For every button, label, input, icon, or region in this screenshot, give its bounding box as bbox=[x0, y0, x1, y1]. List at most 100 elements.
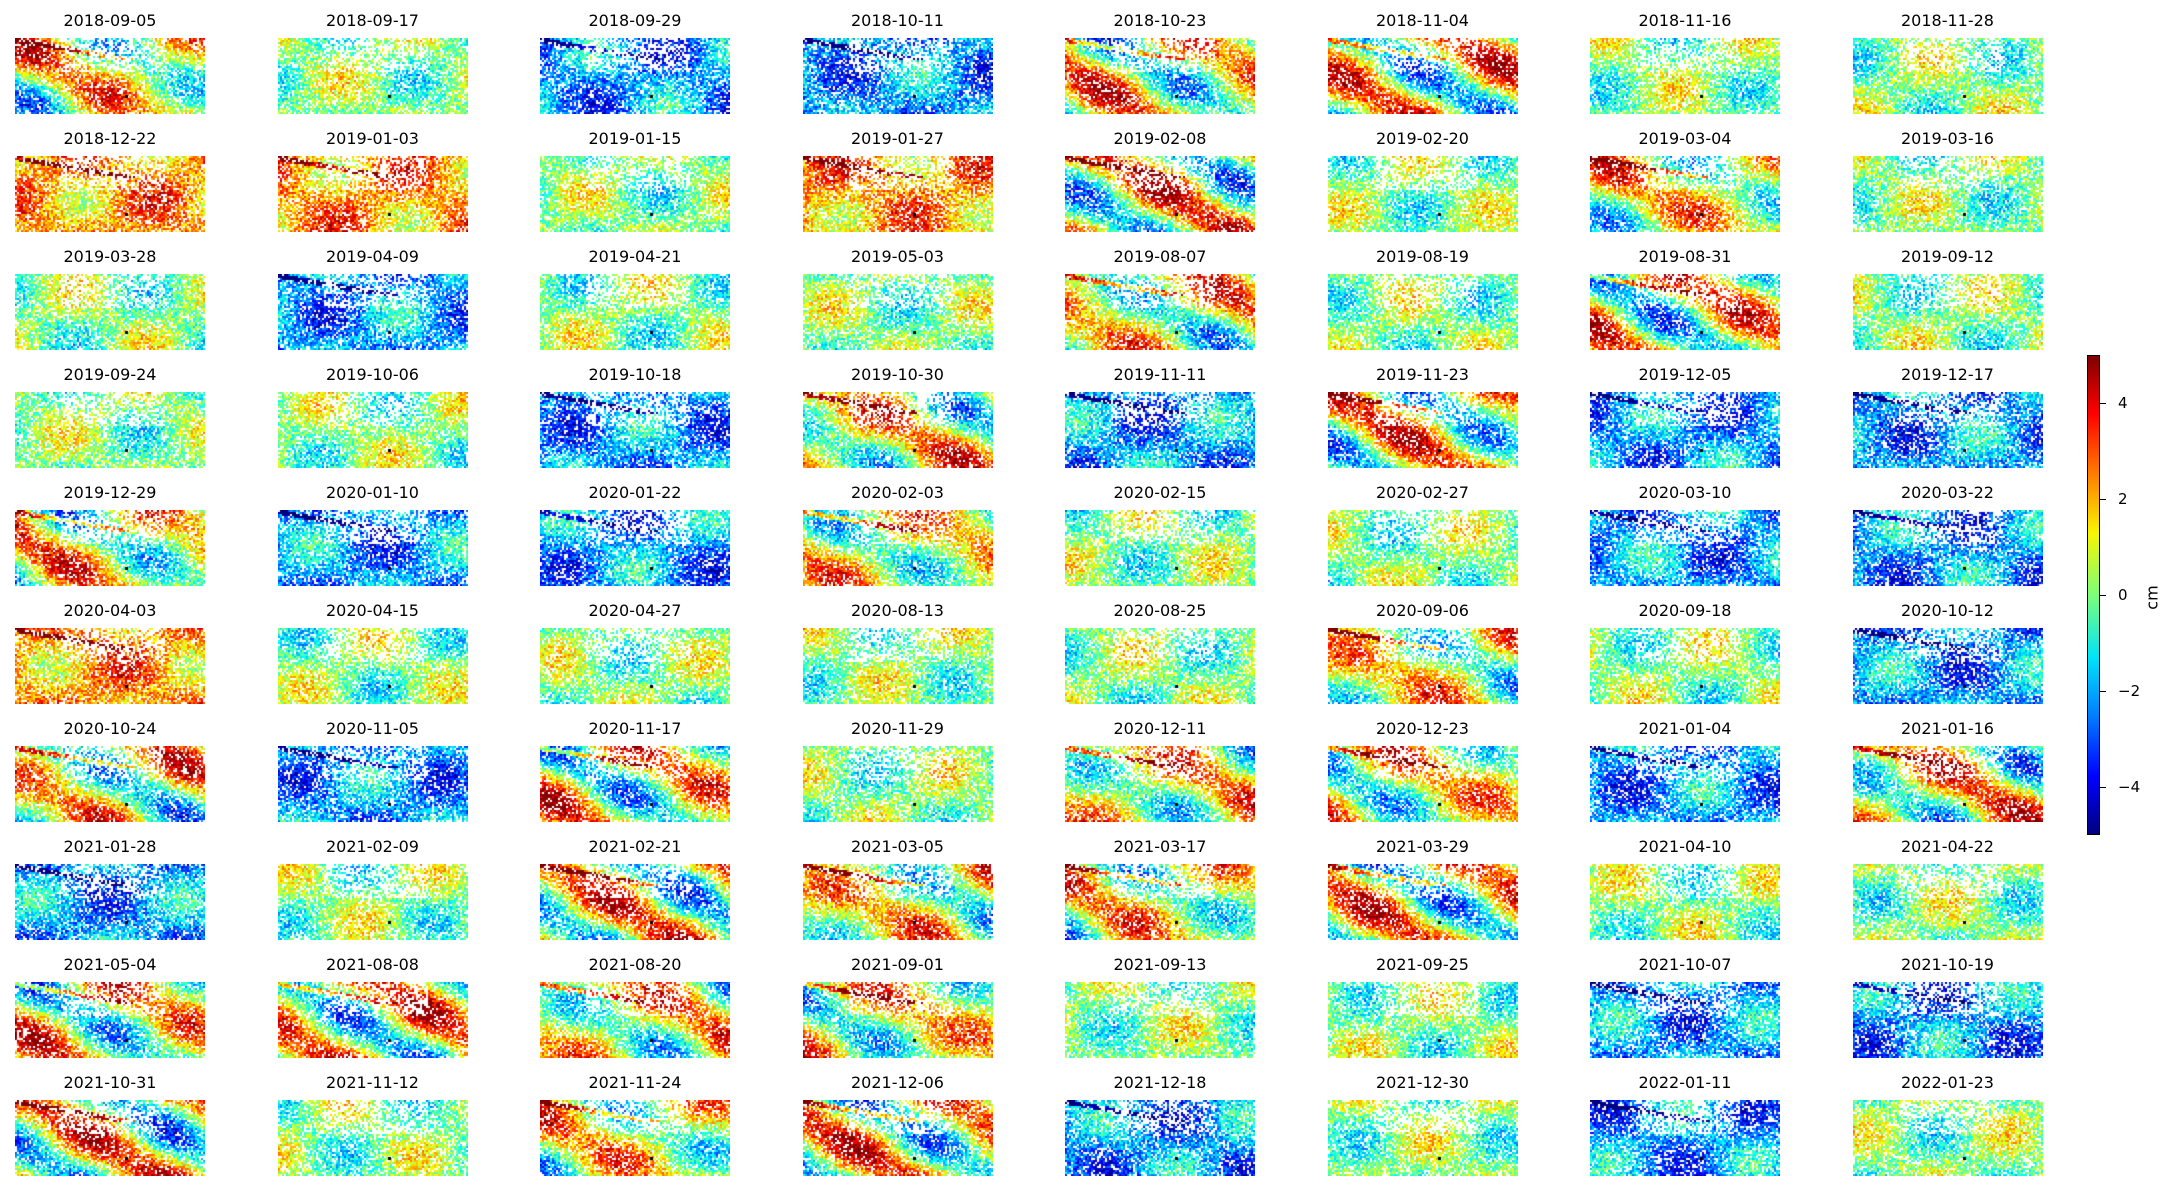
panel: 2021-09-01 bbox=[802, 954, 993, 1058]
panel-displacement-map bbox=[802, 628, 993, 704]
panel-displacement-map bbox=[1852, 510, 2043, 586]
panel: 2019-04-21 bbox=[540, 246, 730, 350]
panel-date-title: 2019-09-12 bbox=[1901, 247, 1994, 266]
panel-displacement-map bbox=[1327, 274, 1518, 350]
panel-displacement-map bbox=[1852, 1100, 2043, 1176]
panel: 2021-08-20 bbox=[540, 954, 730, 1058]
panel: 2019-03-28 bbox=[15, 246, 205, 350]
panel: 2018-10-23 bbox=[1065, 10, 1255, 114]
panel-date-title: 2019-08-31 bbox=[1638, 247, 1732, 266]
panel: 2019-01-03 bbox=[277, 128, 468, 232]
panel-date-title: 2019-11-23 bbox=[1376, 365, 1469, 384]
panel-date-title: 2021-01-16 bbox=[1901, 719, 1994, 738]
panel-date-title: 2021-11-12 bbox=[326, 1073, 419, 1092]
panel-date-title: 2019-02-08 bbox=[1113, 129, 1207, 148]
panel-displacement-map bbox=[1590, 156, 1780, 232]
panel-date-title: 2021-03-17 bbox=[1113, 837, 1207, 856]
panel: 2022-01-23 bbox=[1852, 1072, 2043, 1176]
panel: 2020-02-27 bbox=[1327, 482, 1518, 586]
panel-displacement-map bbox=[540, 746, 730, 822]
panel: 2019-02-20 bbox=[1327, 128, 1518, 232]
panel-displacement-map bbox=[1852, 156, 2043, 232]
panel-displacement-map bbox=[277, 392, 468, 468]
panel: 2021-09-25 bbox=[1327, 954, 1518, 1058]
panel-date-title: 2020-04-27 bbox=[588, 601, 682, 620]
panel: 2019-08-07 bbox=[1065, 246, 1255, 350]
panel: 2018-10-11 bbox=[802, 10, 993, 114]
panel-date-title: 2021-02-21 bbox=[588, 837, 682, 856]
panel-date-title: 2018-11-16 bbox=[1638, 11, 1732, 30]
panel-date-title: 2021-04-10 bbox=[1638, 837, 1732, 856]
panel-displacement-map bbox=[802, 156, 993, 232]
panel-displacement-map bbox=[1590, 392, 1780, 468]
panel: 2020-01-22 bbox=[540, 482, 730, 586]
panel-date-title: 2019-11-11 bbox=[1113, 365, 1207, 384]
panel-date-title: 2021-12-06 bbox=[851, 1073, 944, 1092]
panel-displacement-map bbox=[1327, 510, 1518, 586]
panel-displacement-map bbox=[540, 392, 730, 468]
colorbar-tick bbox=[2100, 787, 2106, 788]
colorbar-tick bbox=[2100, 595, 2106, 596]
panel: 2021-01-04 bbox=[1590, 718, 1780, 822]
panel-date-title: 2021-09-25 bbox=[1376, 955, 1469, 974]
panel: 2019-11-11 bbox=[1065, 364, 1255, 468]
panel-date-title: 2019-08-19 bbox=[1376, 247, 1469, 266]
panel: 2020-03-10 bbox=[1590, 482, 1780, 586]
panel-date-title: 2018-11-04 bbox=[1376, 11, 1469, 30]
panel: 2020-04-03 bbox=[15, 600, 205, 704]
panel: 2021-05-04 bbox=[15, 954, 205, 1058]
panel-date-title: 2019-10-06 bbox=[326, 365, 419, 384]
panel-date-title: 2019-01-27 bbox=[851, 129, 944, 148]
panel-date-title: 2020-04-03 bbox=[63, 601, 157, 620]
panel-date-title: 2020-11-05 bbox=[326, 719, 419, 738]
panel-date-title: 2021-05-04 bbox=[63, 955, 157, 974]
panel: 2019-12-29 bbox=[15, 482, 205, 586]
panel: 2019-10-30 bbox=[802, 364, 993, 468]
panel-displacement-map bbox=[1590, 1100, 1780, 1176]
panel-displacement-map bbox=[1065, 746, 1255, 822]
panel-date-title: 2018-10-23 bbox=[1113, 11, 1207, 30]
panel-date-title: 2020-03-22 bbox=[1901, 483, 1994, 502]
panel-displacement-map bbox=[277, 156, 468, 232]
panel-date-title: 2020-03-10 bbox=[1638, 483, 1732, 502]
panel-date-title: 2019-03-04 bbox=[1638, 129, 1732, 148]
panel-displacement-map bbox=[1065, 38, 1255, 114]
panel-displacement-map bbox=[277, 864, 468, 940]
panel: 2018-11-04 bbox=[1327, 10, 1518, 114]
panel-displacement-map bbox=[1065, 510, 1255, 586]
panel-date-title: 2021-10-31 bbox=[63, 1073, 157, 1092]
panel-date-title: 2020-02-15 bbox=[1113, 483, 1207, 502]
panel: 2020-02-03 bbox=[802, 482, 993, 586]
panel-displacement-map bbox=[1327, 156, 1518, 232]
panel: 2021-10-31 bbox=[15, 1072, 205, 1176]
panel-displacement-map bbox=[1065, 864, 1255, 940]
panel-displacement-map bbox=[1852, 628, 2043, 704]
panel: 2020-11-17 bbox=[540, 718, 730, 822]
panel-date-title: 2020-04-15 bbox=[326, 601, 419, 620]
panel-displacement-map bbox=[1327, 982, 1518, 1058]
panel: 2021-03-29 bbox=[1327, 836, 1518, 940]
panel-date-title: 2018-09-05 bbox=[63, 11, 157, 30]
panel-date-title: 2019-04-09 bbox=[326, 247, 419, 266]
panel: 2020-12-11 bbox=[1065, 718, 1255, 822]
panel-date-title: 2021-09-01 bbox=[851, 955, 944, 974]
panel-date-title: 2020-12-23 bbox=[1376, 719, 1469, 738]
panel-date-title: 2018-10-11 bbox=[851, 11, 944, 30]
panel-displacement-map bbox=[540, 1100, 730, 1176]
panel-displacement-map bbox=[802, 392, 993, 468]
panel-displacement-map bbox=[1065, 274, 1255, 350]
panel: 2021-04-10 bbox=[1590, 836, 1780, 940]
panel-displacement-map bbox=[1065, 156, 1255, 232]
panel-date-title: 2019-01-15 bbox=[588, 129, 682, 148]
panel: 2020-01-10 bbox=[277, 482, 468, 586]
panel-displacement-map bbox=[1852, 274, 2043, 350]
panel: 2019-12-05 bbox=[1590, 364, 1780, 468]
panel-date-title: 2020-11-17 bbox=[588, 719, 682, 738]
panel: 2021-08-08 bbox=[277, 954, 468, 1058]
panel: 2019-05-03 bbox=[802, 246, 993, 350]
panel-date-title: 2019-03-16 bbox=[1901, 129, 1994, 148]
panel-displacement-map bbox=[15, 510, 205, 586]
panel-date-title: 2019-08-07 bbox=[1113, 247, 1207, 266]
panel: 2019-03-04 bbox=[1590, 128, 1780, 232]
panel: 2018-09-17 bbox=[277, 10, 468, 114]
